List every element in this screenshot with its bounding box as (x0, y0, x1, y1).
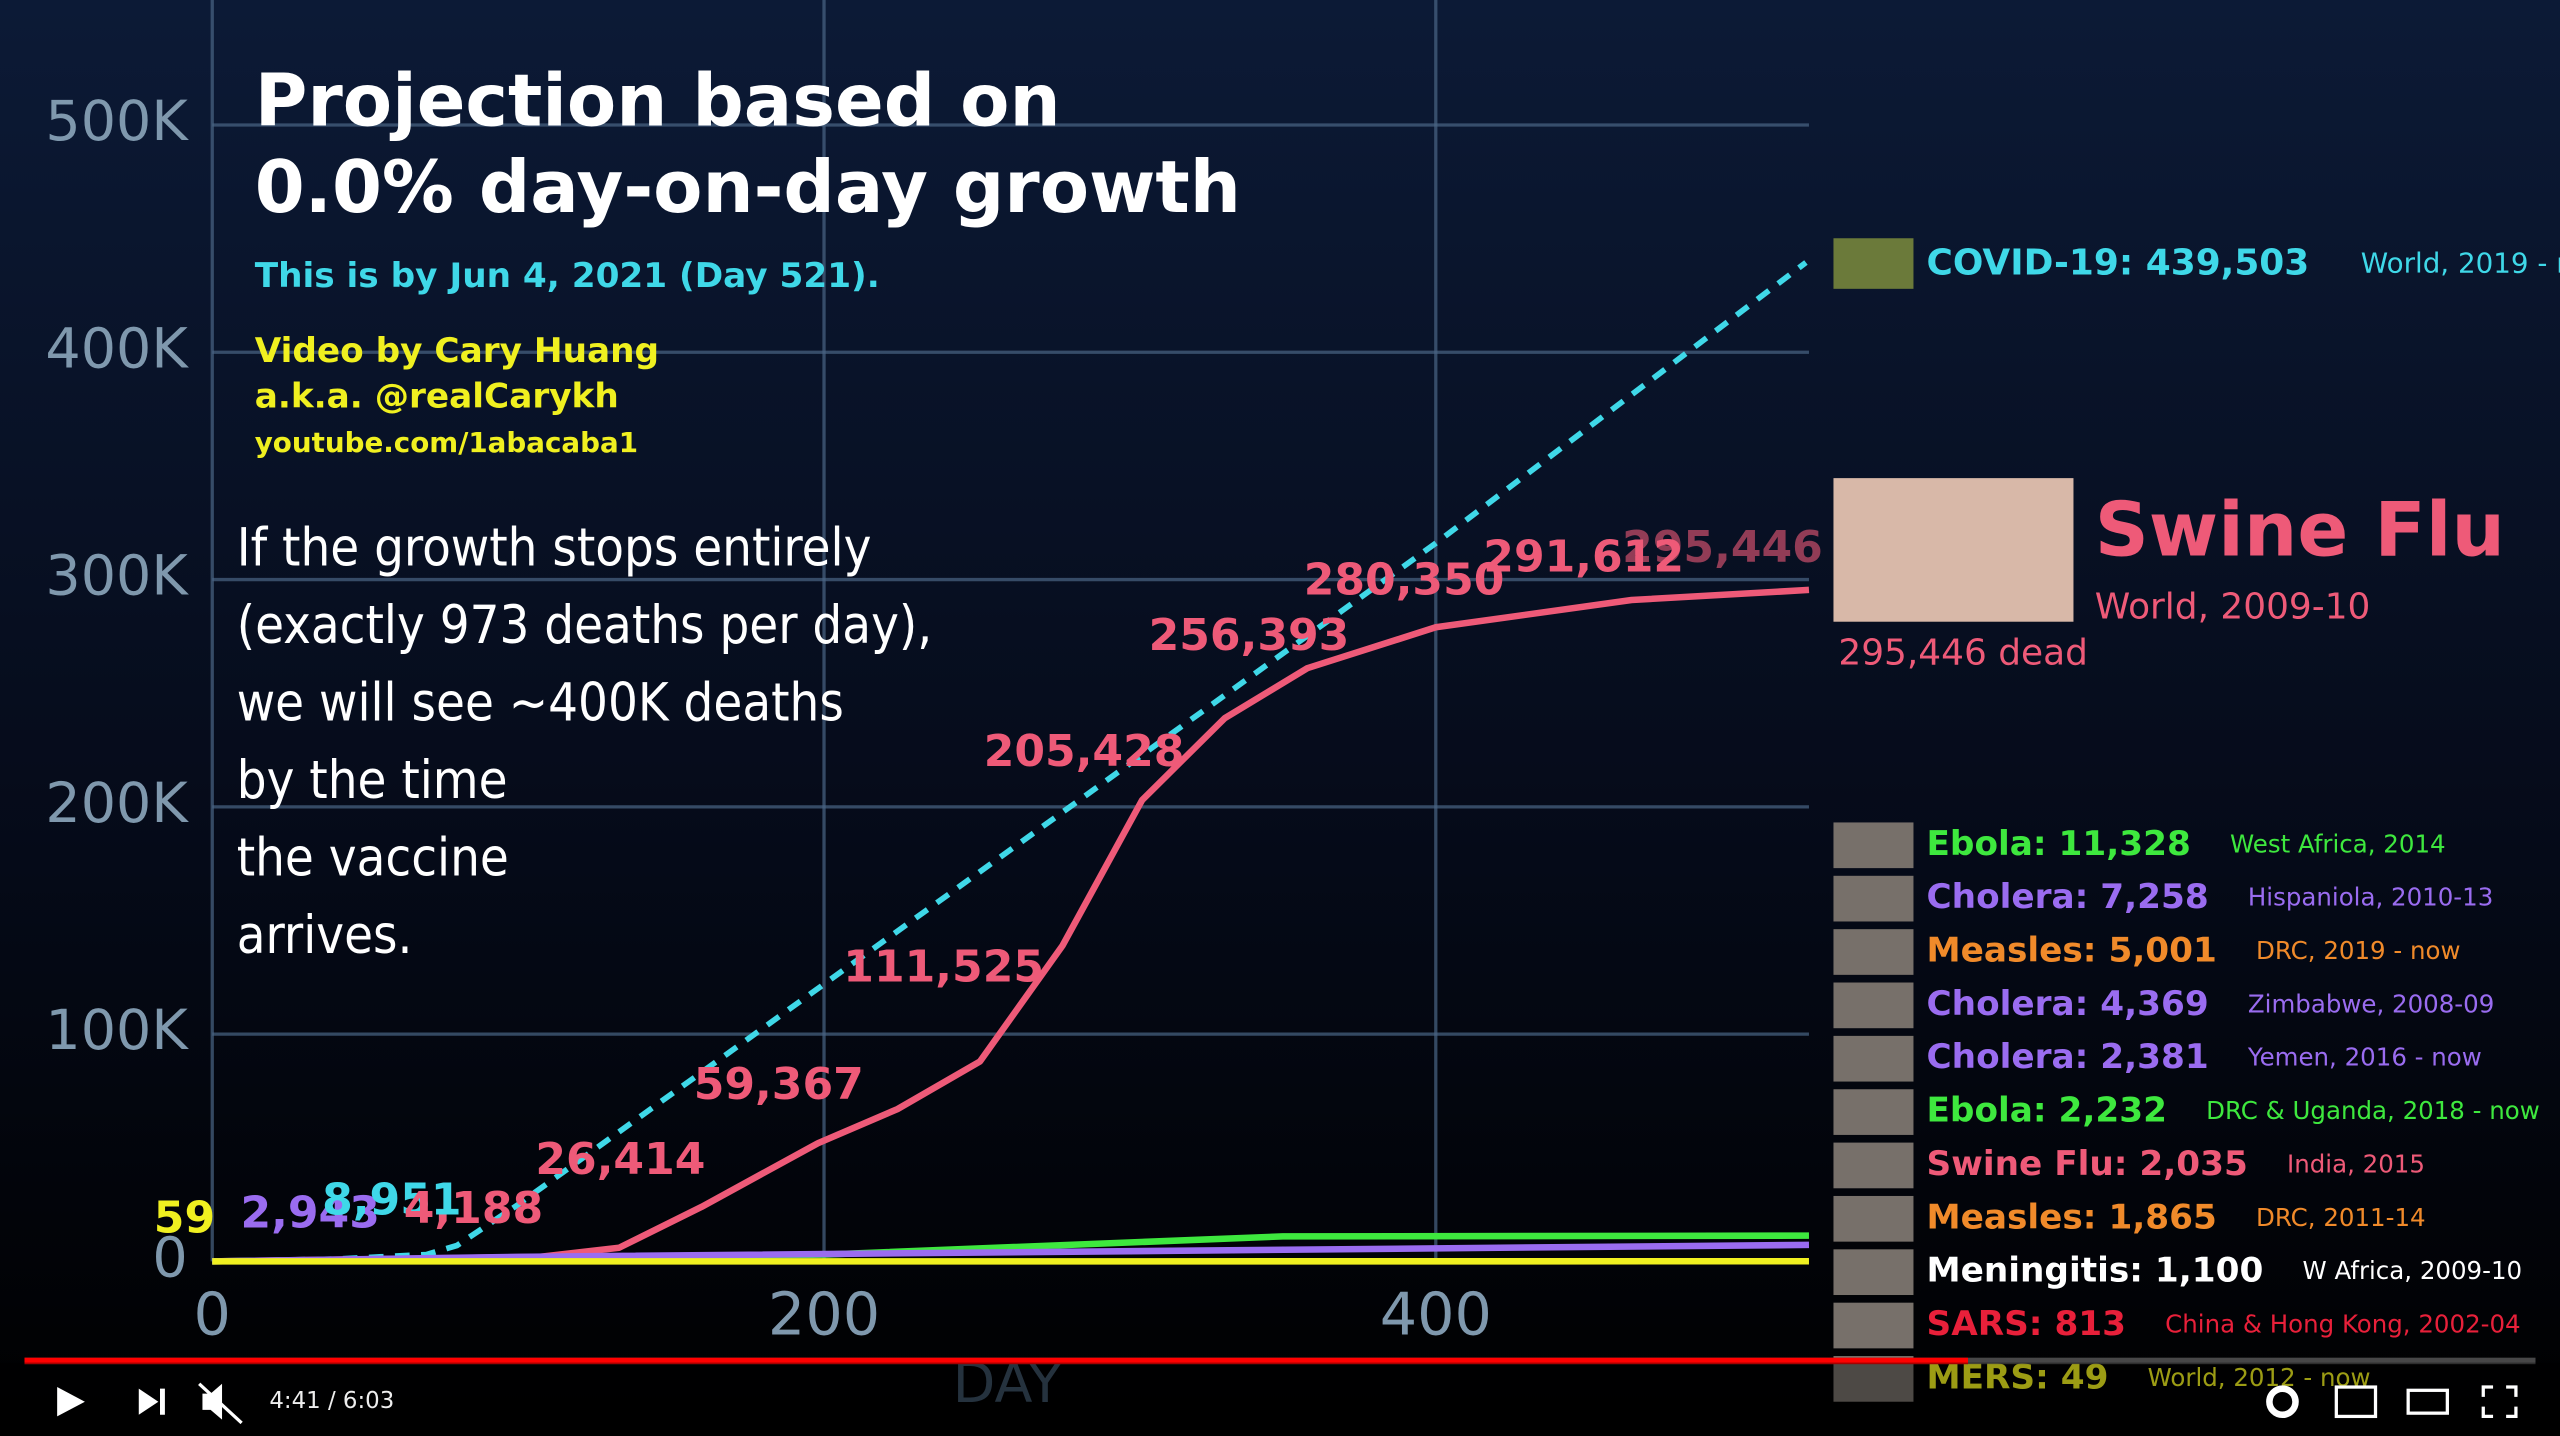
row-label: Cholera: 2,381 (1927, 1037, 2209, 1077)
row-label: Swine Flu: 2,035 (1927, 1144, 2248, 1184)
controls-backdrop (0, 1362, 2560, 1436)
y-tick-label: 100K (45, 998, 189, 1063)
row-label: Ebola: 11,328 (1927, 824, 2191, 864)
annotation-line: If the growth stops entirely (237, 519, 872, 579)
y-tick-label: 400K (45, 316, 189, 381)
milestone-label: 4,188 (404, 1183, 543, 1234)
milestone-label: 295,446 (1622, 522, 1823, 573)
row-place: China & Hong Kong, 2002-04 (2165, 1310, 2520, 1339)
annotation-line: by the time (237, 751, 508, 811)
row-place: India, 2015 (2287, 1149, 2425, 1178)
miniplayer-button[interactable] (2334, 1385, 2378, 1419)
series-line (212, 260, 1808, 1265)
x-tick-label: 0 (194, 1280, 231, 1349)
row-label: Cholera: 7,258 (1927, 877, 2209, 917)
row-place: DRC & Uganda, 2018 - now (2206, 1096, 2540, 1125)
milestone-label: 291,612 (1483, 532, 1684, 583)
progress-played[interactable] (24, 1357, 1969, 1365)
leaderboard: COVID-19: 439,503 World, 2019 - now Swine … (1833, 238, 2560, 1402)
chart-title: Projection based on (255, 59, 1061, 143)
row-label: Measles: 1,865 (1927, 1197, 2217, 1237)
x-tick-label: 400 (1380, 1280, 1492, 1349)
annotation-line: the vaccine (237, 829, 509, 889)
row-label: Ebola: 2,232 (1927, 1091, 2167, 1131)
thumbnail (1833, 982, 1914, 1029)
thumbnail (1833, 1142, 1914, 1189)
row-place: DRC, 2011-14 (2256, 1203, 2426, 1232)
thumbnail (1833, 1195, 1914, 1242)
next-button[interactable] (138, 1388, 165, 1415)
mute-button[interactable] (198, 1382, 243, 1425)
thumbnail (1833, 1302, 1914, 1349)
annotation-line: we will see ~400K deaths (237, 674, 844, 734)
thumbnail (1833, 1249, 1914, 1296)
featured-place: World, 2009-10 (2095, 587, 2371, 628)
series-line (212, 586, 1810, 1265)
thumbnail (1833, 875, 1914, 922)
thumbnail (1833, 929, 1914, 975)
row-place: West Africa, 2014 (2230, 829, 2446, 858)
featured-deaths: 295,446 dead (1838, 632, 2088, 673)
theater-button[interactable] (2406, 1388, 2449, 1415)
row-label: SARS: 813 (1927, 1304, 2126, 1344)
annotation-line: arrives. (237, 906, 413, 966)
row-label: Measles: 5,001 (1927, 931, 2217, 971)
row-place: W Africa, 2009-10 (2302, 1256, 2522, 1285)
credit-line: Video by Cary Huang (255, 331, 659, 371)
thumbnail (1833, 1035, 1914, 1082)
milestone-label: 26,414 (535, 1134, 705, 1185)
row-place: Hispaniola, 2010-13 (2248, 883, 2493, 912)
video-player-controls: 4:41 / 6:03 (0, 1357, 2560, 1436)
chart-subtitle: This is by Jun 4, 2021 (Day 521). (255, 256, 880, 296)
credit-line: a.k.a. @realCarykh (255, 377, 619, 417)
chart-title: 0.0% day-on-day growth (255, 145, 1241, 229)
thumbnail (1833, 238, 1914, 289)
top-entry-label: COVID-19: 439,503 (1927, 242, 2310, 283)
y-tick-label: 500K (45, 89, 189, 154)
y-tick-label: 200K (45, 771, 189, 836)
annotation-line: (exactly 973 deaths per day), (237, 596, 932, 656)
row-place: Yemen, 2016 - now (2247, 1043, 2482, 1072)
thumbnail (1833, 822, 1914, 869)
row-label: Cholera: 4,369 (1927, 984, 2209, 1024)
row-label: Meningitis: 1,100 (1927, 1251, 2264, 1291)
milestone-label: 280,350 (1304, 555, 1505, 606)
fullscreen-button[interactable] (2481, 1385, 2518, 1419)
mute-slash (198, 1382, 243, 1425)
milestone-label: 205,428 (984, 726, 1185, 777)
credit-line: youtube.com/1abacaba1 (255, 426, 638, 459)
row-place: Zimbabwe, 2008-09 (2248, 989, 2494, 1018)
milestone-label: 2,943 (240, 1188, 379, 1239)
milestone-label: 59 (154, 1193, 215, 1244)
row-place: DRC, 2019 - now (2256, 936, 2460, 965)
milestone-label: 8,951 (322, 1175, 461, 1226)
y-tick-label: 300K (45, 544, 189, 609)
top-entry-place: World, 2019 - now (2361, 246, 2560, 279)
milestone-label: 111,525 (843, 941, 1044, 992)
speaker-icon (202, 1383, 223, 1420)
y-tick-label: 0 (152, 1226, 187, 1291)
thumbnail (1833, 1089, 1914, 1135)
thumbnail (1833, 478, 2074, 622)
milestone-label: 59,367 (694, 1059, 864, 1110)
row-place: World, 2012 - now (2148, 1363, 2371, 1392)
milestone-label: 256,393 (1149, 610, 1350, 661)
featured-name: Swine Flu (2095, 486, 2505, 574)
x-tick-label: 200 (768, 1280, 880, 1349)
settings-button[interactable] (2266, 1385, 2299, 1419)
play-button[interactable] (57, 1387, 85, 1417)
time-display: 4:41 / 6:03 (269, 1388, 394, 1414)
